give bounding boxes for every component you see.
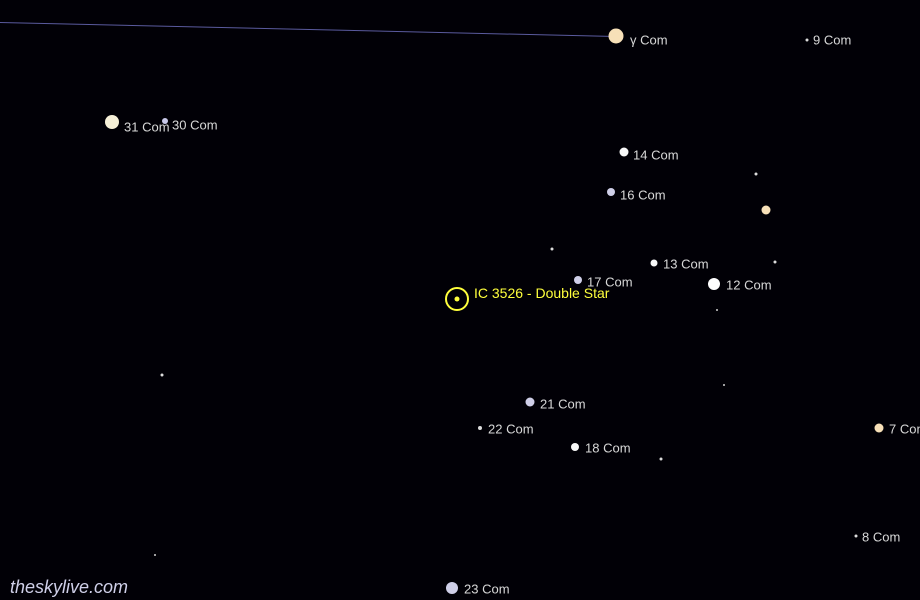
star	[855, 535, 858, 538]
star-label: 21 Com	[540, 397, 586, 412]
star-label: 16 Com	[620, 188, 666, 203]
star	[609, 29, 624, 44]
star-label: 23 Com	[464, 582, 510, 597]
star-label: 8 Com	[862, 530, 900, 545]
star-label: 22 Com	[488, 422, 534, 437]
star	[806, 39, 809, 42]
star	[446, 582, 458, 594]
star	[716, 309, 718, 311]
star	[154, 554, 156, 556]
star	[105, 115, 119, 129]
star	[574, 276, 582, 284]
star-label: 18 Com	[585, 441, 631, 456]
star	[551, 248, 554, 251]
target-label: IC 3526 - Double Star	[474, 285, 609, 301]
star	[571, 443, 579, 451]
star	[161, 374, 164, 377]
star	[607, 188, 615, 196]
star	[774, 261, 777, 264]
star-label: 12 Com	[726, 278, 772, 293]
star-label: 14 Com	[633, 148, 679, 163]
star	[651, 260, 658, 267]
star-label: 30 Com	[172, 118, 218, 133]
constellation-line	[0, 22, 616, 37]
star	[762, 206, 771, 215]
target-dot	[455, 297, 460, 302]
star	[755, 173, 758, 176]
star	[620, 148, 629, 157]
star-label: 9 Com	[813, 33, 851, 48]
star	[526, 398, 535, 407]
watermark: theskylive.com	[10, 577, 128, 598]
star	[723, 384, 725, 386]
star-label: 7 Com	[889, 422, 920, 437]
star	[660, 458, 663, 461]
star	[875, 424, 884, 433]
star	[162, 118, 168, 124]
star-label: 13 Com	[663, 257, 709, 272]
star-label: γ Com	[630, 33, 668, 48]
star	[478, 426, 482, 430]
star	[708, 278, 720, 290]
